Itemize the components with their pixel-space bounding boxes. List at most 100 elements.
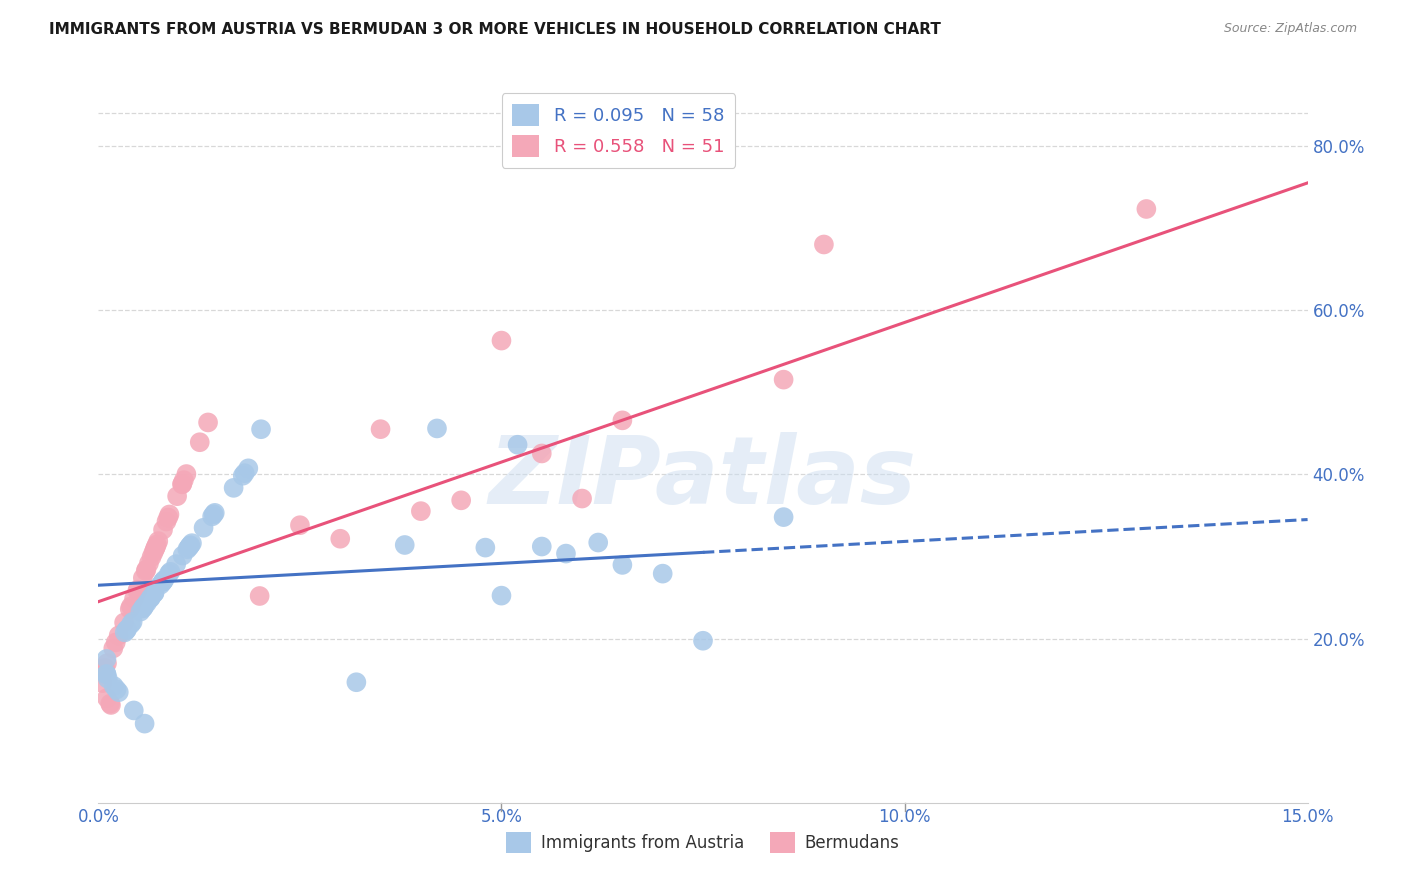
Point — [612, 558, 634, 572]
Point — [127, 584, 149, 599]
Point — [118, 602, 141, 616]
Point — [97, 672, 120, 686]
Point — [651, 566, 673, 581]
Point — [530, 540, 553, 554]
Point — [172, 549, 194, 563]
Point — [426, 421, 449, 435]
Point — [491, 589, 513, 603]
Point — [506, 438, 529, 452]
Point — [159, 565, 181, 579]
Point — [329, 532, 352, 546]
Point — [176, 467, 198, 481]
Point — [122, 703, 145, 717]
Point — [93, 665, 115, 679]
Text: IMMIGRANTS FROM AUSTRIA VS BERMUDAN 3 OR MORE VEHICLES IN HOUSEHOLD CORRELATION : IMMIGRANTS FROM AUSTRIA VS BERMUDAN 3 OR… — [49, 22, 941, 37]
Point — [612, 413, 634, 427]
Point — [201, 509, 224, 524]
Point — [204, 506, 226, 520]
Point — [103, 679, 125, 693]
Point — [112, 615, 135, 630]
Point — [121, 615, 143, 629]
Point — [555, 547, 578, 561]
Point — [772, 373, 794, 387]
Point — [344, 675, 367, 690]
Point — [135, 564, 157, 578]
Point — [586, 535, 609, 549]
Point — [188, 435, 211, 450]
Point — [135, 562, 157, 576]
Point — [143, 543, 166, 558]
Point — [152, 574, 174, 589]
Point — [142, 546, 165, 560]
Text: Source: ZipAtlas.com: Source: ZipAtlas.com — [1223, 22, 1357, 36]
Point — [491, 334, 513, 348]
Point — [202, 508, 225, 522]
Point — [96, 667, 118, 681]
Point — [138, 556, 160, 570]
Point — [172, 477, 194, 491]
Point — [145, 540, 167, 554]
Point — [104, 635, 127, 649]
Point — [1135, 202, 1157, 216]
Text: ZIPatlas: ZIPatlas — [489, 432, 917, 524]
Point — [107, 628, 129, 642]
Point — [166, 489, 188, 503]
Point — [238, 461, 260, 475]
Point — [103, 641, 125, 656]
Point — [233, 466, 256, 480]
Point — [250, 422, 273, 436]
Point — [232, 468, 254, 483]
Point — [132, 571, 155, 585]
Point — [176, 542, 198, 557]
Point — [813, 237, 835, 252]
Point — [172, 477, 194, 491]
Point — [91, 676, 114, 690]
Point — [159, 508, 181, 522]
Point — [148, 534, 170, 549]
Point — [152, 523, 174, 537]
Point — [394, 538, 416, 552]
Point — [143, 541, 166, 556]
Point — [96, 667, 118, 681]
Point — [134, 716, 156, 731]
Legend: Immigrants from Austria, Bermudans: Immigrants from Austria, Bermudans — [499, 826, 907, 860]
Point — [129, 605, 152, 619]
Point — [193, 521, 215, 535]
Point — [370, 422, 392, 436]
Point — [96, 652, 118, 666]
Point — [141, 591, 163, 605]
Point — [197, 416, 219, 430]
Point — [474, 541, 496, 555]
Point — [409, 504, 432, 518]
Point — [157, 566, 180, 581]
Point — [141, 550, 163, 565]
Point — [120, 617, 142, 632]
Point — [692, 633, 714, 648]
Point — [143, 586, 166, 600]
Point — [143, 586, 166, 600]
Point — [222, 481, 245, 495]
Point — [132, 601, 155, 615]
Point — [173, 473, 195, 487]
Point — [115, 623, 138, 637]
Point — [115, 623, 138, 637]
Point — [157, 510, 180, 524]
Point — [134, 599, 156, 614]
Point — [155, 515, 177, 529]
Point — [139, 591, 162, 606]
Point — [165, 557, 187, 571]
Point — [107, 685, 129, 699]
Point — [179, 538, 201, 552]
Point — [152, 574, 174, 589]
Point — [100, 698, 122, 712]
Point — [153, 573, 176, 587]
Point — [177, 541, 200, 555]
Point — [96, 691, 118, 706]
Point — [132, 600, 155, 615]
Point — [98, 697, 121, 711]
Point — [96, 657, 118, 671]
Point — [249, 589, 271, 603]
Point — [122, 591, 145, 606]
Point — [571, 491, 593, 506]
Point — [181, 536, 204, 550]
